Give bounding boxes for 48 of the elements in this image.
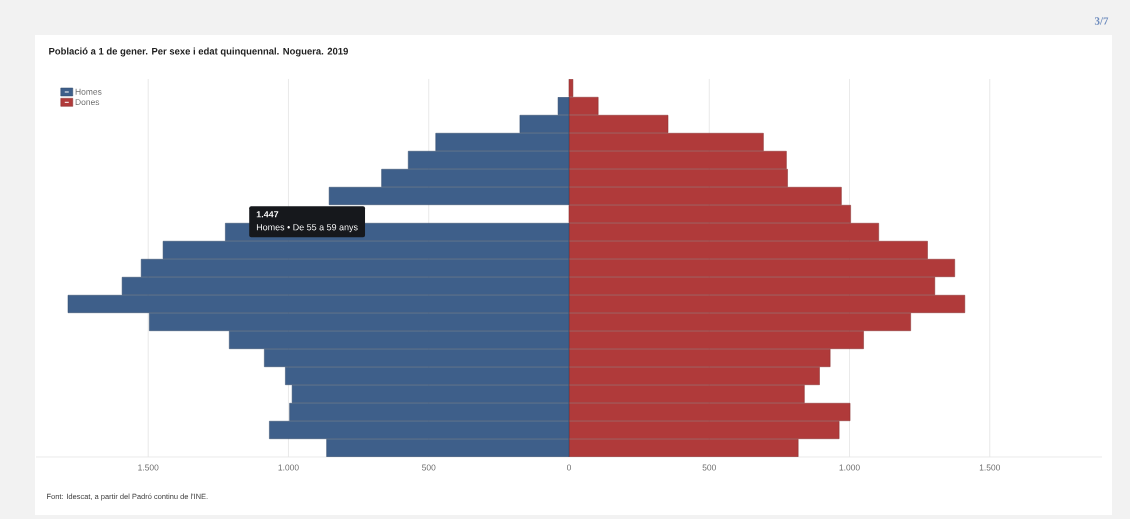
- chart-title: Població a 1 de gener. Per sexe i edat quinquennal. Noguera. 2019: [49, 47, 348, 57]
- bar: [381, 169, 570, 187]
- bar: [568, 367, 820, 385]
- bar: [568, 115, 669, 133]
- bar: [568, 421, 840, 439]
- bar: [568, 241, 928, 259]
- bar: [326, 439, 570, 457]
- text: 3/7: [1094, 17, 1109, 25]
- bar: [229, 331, 570, 349]
- x-tick-label: 1.500: [138, 464, 159, 471]
- x-tick-label: 1.000: [839, 464, 860, 471]
- bar: [568, 403, 851, 421]
- bar: [162, 241, 570, 259]
- bar: [568, 169, 788, 187]
- bar: [269, 421, 570, 439]
- bar: [568, 187, 842, 205]
- bar: [408, 151, 570, 169]
- bar: [264, 349, 570, 367]
- x-tick-label: 0: [566, 464, 572, 471]
- bar: [435, 133, 570, 151]
- bar: [121, 277, 570, 295]
- x-tick-label: 1.000: [278, 464, 299, 471]
- x-tick-label: 1.500: [979, 464, 1001, 471]
- bar: [140, 259, 570, 277]
- bar: [289, 403, 570, 421]
- bar: [67, 295, 570, 313]
- annotation: 1.447: [256, 211, 279, 218]
- x-tick-label: 500: [702, 464, 716, 471]
- bar: [568, 439, 799, 457]
- bar: [568, 331, 864, 349]
- bar: [328, 187, 570, 205]
- bar: [568, 133, 764, 151]
- bar: [291, 385, 570, 403]
- x-tick-label: 500: [422, 464, 436, 471]
- bar: [568, 205, 851, 223]
- bar: [568, 223, 879, 241]
- annotation: Homes • De 55 a 59 anys: [256, 224, 358, 233]
- bar: [285, 367, 570, 385]
- legend-label: Homes: [75, 88, 102, 95]
- legend-label: Dones: [75, 99, 100, 106]
- bar: [568, 277, 936, 295]
- bar: [568, 349, 831, 367]
- bar: [568, 313, 911, 331]
- bar: [149, 313, 570, 331]
- bar: [568, 295, 966, 313]
- bar: [568, 385, 805, 403]
- bar: [568, 151, 787, 169]
- bar: [568, 259, 955, 277]
